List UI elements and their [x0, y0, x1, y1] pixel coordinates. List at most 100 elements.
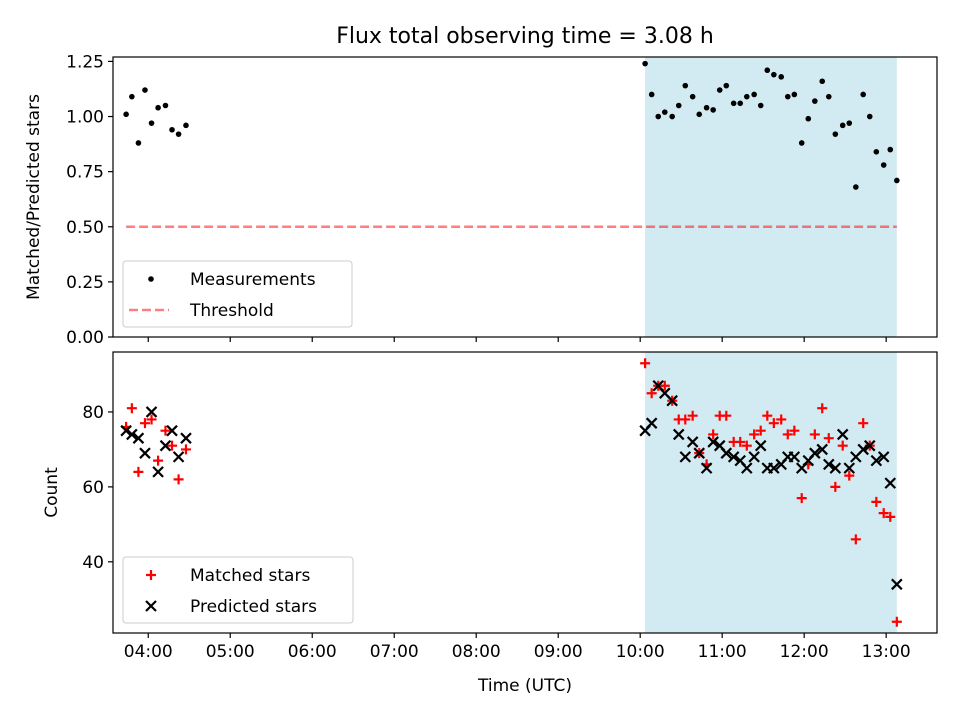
predicted-star-point — [788, 451, 801, 463]
predicted-star-point — [891, 578, 903, 591]
predicted-star-point — [822, 458, 835, 471]
predicted-star-point — [159, 439, 172, 452]
matched-star-point — [878, 508, 889, 519]
matched-star-point — [796, 493, 807, 504]
measurement-point — [812, 98, 818, 104]
count-panel: 40 60 80 04:00 05:00 06:00 07:00 08:00 09:00 10:0… — [42, 351, 938, 696]
predicted-star-point — [809, 447, 821, 459]
measurement-point — [648, 91, 655, 98]
measurement-point — [142, 87, 148, 93]
matched-star-point — [858, 418, 869, 429]
x-tick-label: 06:00 — [288, 642, 337, 662]
predicted-star-point — [870, 454, 883, 467]
matched-star-point — [891, 616, 902, 627]
predicted-star-point — [645, 417, 658, 429]
x-tick-label: 08:00 — [452, 642, 501, 662]
predicted-star-point — [693, 447, 706, 459]
measurement-point — [778, 74, 785, 80]
measurement-point — [716, 87, 723, 93]
matched-star-point — [809, 429, 820, 440]
measurement-point — [710, 107, 716, 113]
predicted-star-point — [748, 451, 760, 463]
legend-matched-marker — [146, 570, 156, 580]
measurement-point — [853, 184, 859, 190]
matched-star-point — [782, 429, 793, 440]
legend: Measurements Threshold — [122, 260, 353, 328]
matched-star-point — [885, 511, 896, 522]
predicted-star-point — [884, 477, 897, 489]
axes-frame — [112, 351, 938, 634]
matched-star-point — [830, 481, 841, 492]
matched-star-point — [768, 418, 779, 429]
predicted-star-point — [700, 462, 713, 474]
measurement-point — [819, 78, 826, 85]
predicted-star-point — [836, 428, 849, 441]
measurement-point — [825, 93, 832, 100]
matched-star-point — [776, 414, 787, 425]
series-measurements — [123, 60, 900, 190]
predicted-star-point — [166, 424, 178, 437]
matched-star-point — [735, 436, 746, 447]
matched-star-point — [844, 470, 855, 481]
measurement-point — [689, 93, 696, 100]
measurement-point — [894, 177, 900, 184]
measurement-point — [784, 93, 791, 100]
y-axis-label: Matched/Predicted stars — [24, 94, 44, 300]
predicted-star-point — [172, 451, 185, 463]
measurement-point — [866, 113, 873, 120]
matched-star-point — [850, 534, 861, 545]
x-tick-label: 11:00 — [698, 642, 747, 662]
predicted-star-point — [741, 462, 753, 474]
predicted-star-point — [132, 432, 145, 444]
matched-star-point — [167, 440, 178, 451]
x-tick-label: 04:00 — [124, 642, 173, 662]
y-tick-label: 1.00 — [66, 108, 104, 128]
matched-star-point — [708, 429, 719, 440]
measurement-point — [675, 102, 682, 109]
x-tick-label: 12:00 — [780, 642, 829, 662]
measurement-point — [743, 93, 750, 100]
x-tick-label: 05:00 — [206, 642, 255, 662]
measurement-point — [723, 82, 730, 89]
observing-window-span — [645, 57, 897, 337]
predicted-star-point — [180, 432, 192, 444]
matched-star-point — [755, 425, 766, 436]
x-tick-label: 07:00 — [370, 642, 419, 662]
predicted-star-point — [768, 462, 780, 474]
predicted-star-point — [877, 451, 890, 463]
y-tick-label: 80 — [82, 403, 104, 423]
matched-star-point — [659, 380, 670, 391]
matched-star-point — [789, 425, 800, 436]
measurement-point — [737, 100, 744, 107]
predicted-star-point — [863, 439, 876, 452]
measurement-point — [175, 131, 182, 137]
measurement-point — [757, 102, 764, 109]
ratio-panel: 0.00 0.25 0.50 0.75 1.00 1.25 Matched/Predicte… — [24, 52, 938, 348]
matched-star-point — [640, 358, 651, 369]
predicted-star-point — [829, 462, 842, 474]
matched-star-point — [146, 414, 157, 425]
x-tick-label: 13:00 — [862, 642, 911, 662]
measurement-point — [661, 109, 668, 115]
measurement-point — [169, 126, 175, 133]
measurement-point — [642, 60, 648, 67]
matched-star-point — [687, 410, 698, 421]
matched-star-point — [646, 388, 657, 399]
matched-star-point — [749, 429, 760, 440]
measurement-point — [135, 140, 142, 146]
matched-star-point — [139, 418, 150, 429]
measurement-point — [696, 111, 703, 118]
matched-star-point — [721, 410, 732, 421]
matched-star-point — [823, 433, 834, 444]
measurement-point — [839, 122, 846, 129]
matched-star-point — [871, 496, 882, 507]
measurement-point — [860, 91, 867, 98]
observing-window-span — [645, 352, 897, 633]
predicted-star-point — [145, 406, 158, 418]
y-tick-label: 60 — [82, 478, 104, 498]
measurement-point — [798, 140, 805, 146]
predicted-star-point — [843, 462, 856, 474]
matched-star-point — [180, 444, 191, 455]
measurement-point — [162, 102, 169, 109]
